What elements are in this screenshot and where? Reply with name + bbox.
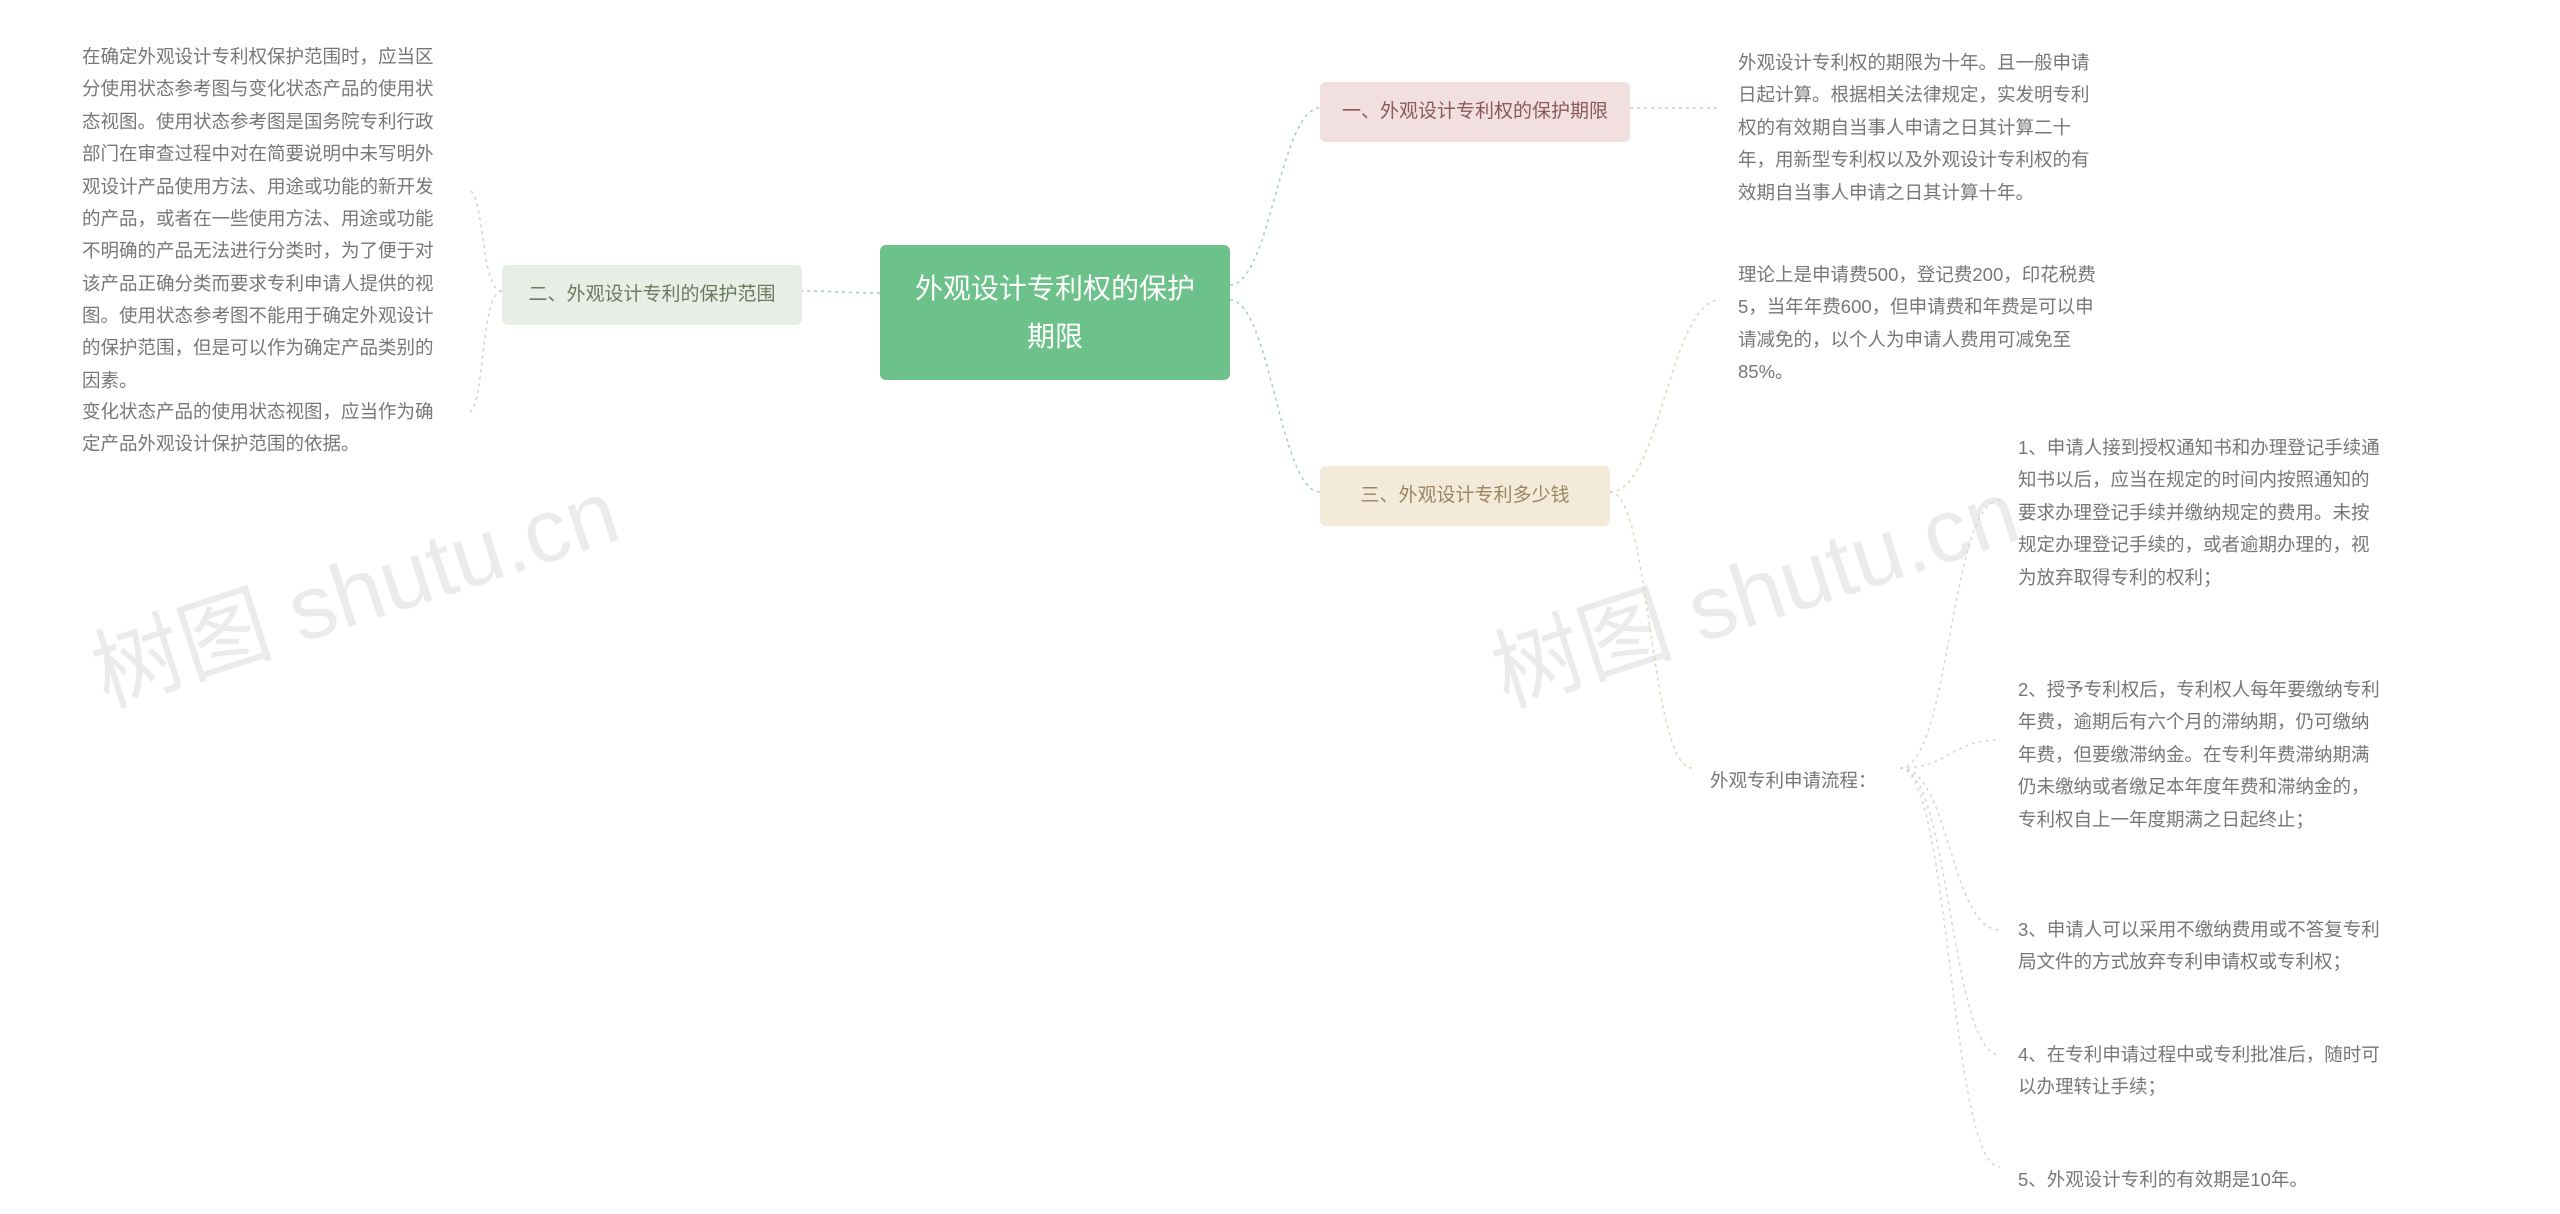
- branch-3-sub-item-5: 5、外观设计专利的有效期是10年。: [2000, 1150, 2400, 1210]
- branch-1: 一、外观设计专利权的保护期限: [1320, 82, 1630, 142]
- watermark: 树图 shutu.cn: [73, 439, 632, 731]
- branch-3-sublabel: 外观专利申请流程：: [1692, 751, 1902, 811]
- branch-3-leaf-top: 理论上是申请费500，登记费200，印花税费5，当年年费600，但申请费和年费是…: [1720, 245, 2120, 403]
- branch-3-sub-item-1: 1、申请人接到授权通知书和办理登记手续通知书以后，应当在规定的时间内按照通知的要…: [2000, 418, 2400, 608]
- branch-3: 三、外观设计专利多少钱: [1320, 466, 1610, 526]
- branch-3-sub-item-2: 2、授予专利权后，专利权人每年要缴纳专利年费，逾期后有六个月的滞纳期，仍可缴纳年…: [2000, 660, 2400, 850]
- center-node: 外观设计专利权的保护期限: [880, 245, 1230, 380]
- branch-1-leaf: 外观设计专利权的期限为十年。且一般申请日起计算。根据相关法律规定，实发明专利权的…: [1720, 33, 2120, 223]
- branch-2-leaf-a: 在确定外观设计专利权保护范围时，应当区分使用状态参考图与变化状态产品的使用状态视…: [64, 27, 464, 411]
- branch-3-sub-item-4: 4、在专利申请过程中或专利批准后，随时可以办理转让手续；: [2000, 1025, 2400, 1118]
- branch-3-sub-item-3: 3、申请人可以采用不缴纳费用或不答复专利局文件的方式放弃专利申请权或专利权；: [2000, 900, 2400, 993]
- branch-2: 二、外观设计专利的保护范围: [502, 265, 802, 325]
- branch-2-leaf-b: 变化状态产品的使用状态视图，应当作为确定产品外观设计保护范围的依据。: [64, 382, 464, 475]
